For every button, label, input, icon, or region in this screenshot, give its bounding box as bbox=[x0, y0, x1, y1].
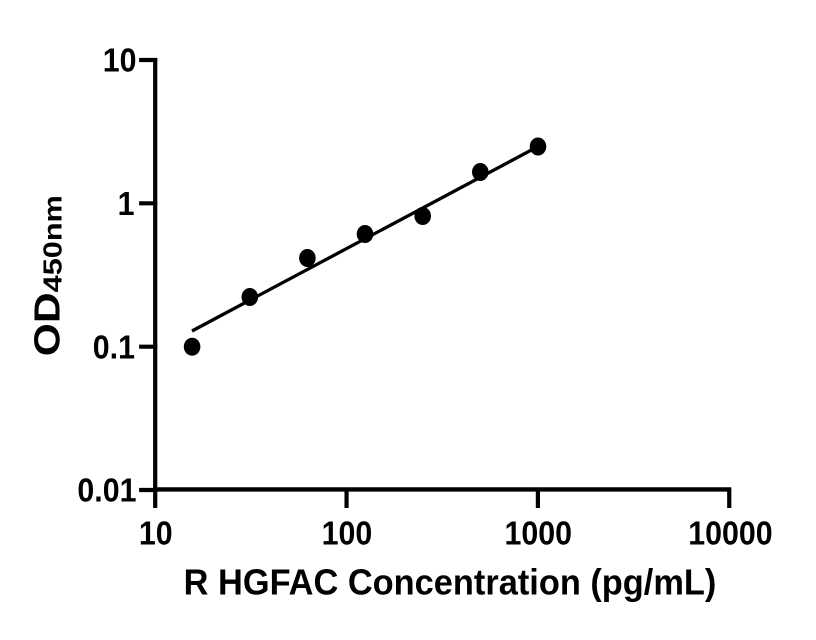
svg-text:1000: 1000 bbox=[504, 514, 572, 551]
svg-text:10: 10 bbox=[139, 514, 173, 551]
svg-text:1: 1 bbox=[118, 185, 135, 222]
svg-text:10: 10 bbox=[103, 41, 137, 78]
svg-text:100: 100 bbox=[322, 514, 373, 551]
svg-text:10000: 10000 bbox=[688, 514, 772, 551]
svg-text:0.01: 0.01 bbox=[77, 471, 136, 508]
svg-text:R HGFAC Concentration (pg/mL): R HGFAC Concentration (pg/mL) bbox=[184, 563, 717, 603]
svg-text:0.1: 0.1 bbox=[93, 328, 135, 365]
